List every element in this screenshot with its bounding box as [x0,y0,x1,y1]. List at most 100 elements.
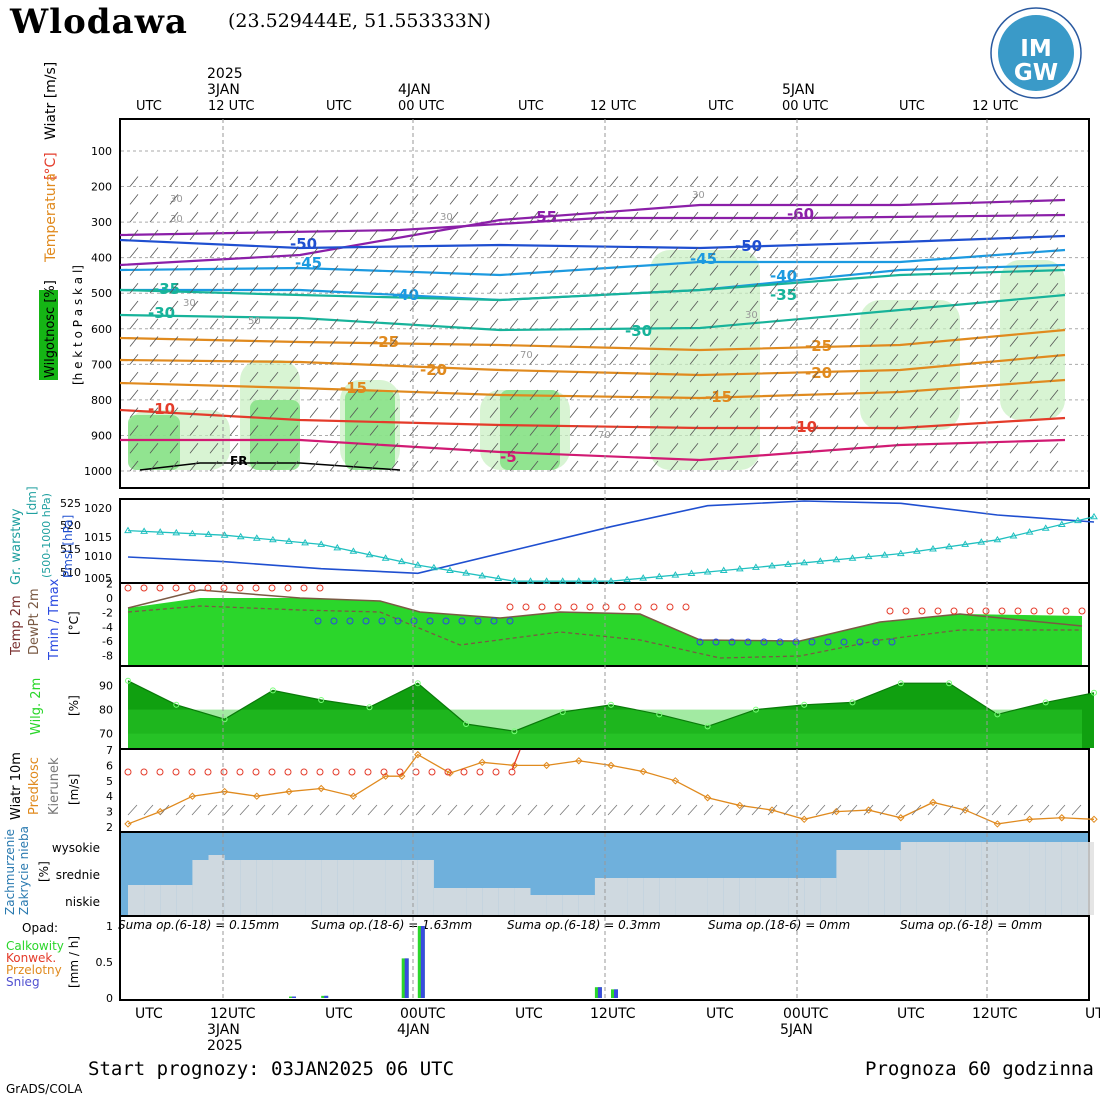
wind-barb [509,407,519,418]
wind-barb [1009,265,1019,276]
wind-barb [289,371,299,383]
wind-barb [689,425,699,436]
wind-barb [689,371,699,383]
wind-barb [1049,194,1059,205]
wind-barb [809,442,819,454]
wind-barb [169,407,179,418]
wind-barb [849,176,859,187]
isotherm-label: -35 [770,286,797,304]
wind-barb [849,425,859,436]
wind-barb [249,371,259,383]
tmax-point [602,603,610,611]
wind-barb [769,425,779,436]
wind-barb [929,300,939,312]
tmin-point [856,638,864,646]
wind-barb [269,300,279,312]
wind-barb [829,407,839,418]
wind-speed-line [127,753,1095,825]
wind-barb [609,425,619,436]
wind-barb [1009,229,1019,241]
top-day-label: 4JAN [398,82,431,98]
tmax-point [918,607,926,615]
wind-barb [749,176,759,187]
wind-barb [449,282,459,294]
wind-barb [369,229,379,241]
cloud-cover-bar [256,860,273,915]
wind-barb [869,336,879,347]
thickness-point [977,538,986,545]
wind-barb [889,194,899,205]
wind-barb [729,354,739,365]
wind-barb [909,371,919,383]
wind-barb [769,265,779,276]
wind-barb [609,229,619,241]
wind-barb [469,371,479,383]
tmax-point [284,584,292,592]
wind-barb [609,300,619,312]
wind-barb [289,389,299,401]
wind-barb [429,425,439,436]
wind-barb [289,318,299,330]
wind-barb [929,194,939,205]
wind-barb [269,425,279,436]
wind-barb [569,265,579,276]
wind-speed-point [220,787,229,796]
humidity-area-high [500,390,560,470]
wind-barb [469,407,479,418]
wind-barb [129,389,139,401]
wind-speed-point [478,758,486,767]
thickness-point [172,528,181,536]
wind-barb [449,425,459,436]
wind-barb [989,371,999,383]
wind-barb [749,336,759,347]
wind-barb [829,282,839,294]
wind-barb [509,336,519,347]
wind-barb [409,371,419,383]
wind-barb [609,407,619,418]
cloud-cover-bar [643,878,660,915]
wind-barb [149,247,159,258]
tmax-point [902,607,910,615]
cloud-cover-bar [788,878,805,915]
wind-barb [349,229,359,241]
thickness-point [236,532,245,540]
tmax-point [950,607,958,615]
wind-barb [847,804,858,816]
wind-barb [169,176,179,187]
wind-barb [495,804,506,816]
wind-barb [509,300,519,312]
cloud-cover-bar [916,842,933,915]
tmax-point [966,607,974,615]
wind-barb [669,282,679,294]
tmax-point [570,603,578,611]
pmsl-tick: 1020 [84,502,112,515]
wind-barb [729,336,739,347]
wind-barb [869,389,879,401]
wind-barb [829,194,839,205]
wind-barb [709,176,719,187]
wind-barb [509,211,519,223]
wind-direction-point [300,768,308,776]
cloud-cover-bar [627,878,644,915]
wind-barb [709,389,719,401]
thickness-point [285,537,293,544]
wind-barb [149,229,159,241]
wind-barb [129,460,139,472]
wind-barb [689,389,699,401]
wind-barb [309,211,319,223]
wind-barb [589,354,599,365]
wind-barb [829,354,839,365]
wind-barb [489,211,499,223]
cloud-cover-bar [208,855,225,915]
isotherm-label: -45 [295,254,322,272]
tmin-point [378,617,386,625]
wind-barb [849,336,859,347]
tmax-point [586,603,594,611]
cloud-cover-bar [160,885,177,915]
wind-barb [149,425,159,436]
wind-direction-point [460,768,468,776]
wind-barb [629,247,639,258]
tmax-point [934,607,942,615]
thickness-point [558,577,567,584]
